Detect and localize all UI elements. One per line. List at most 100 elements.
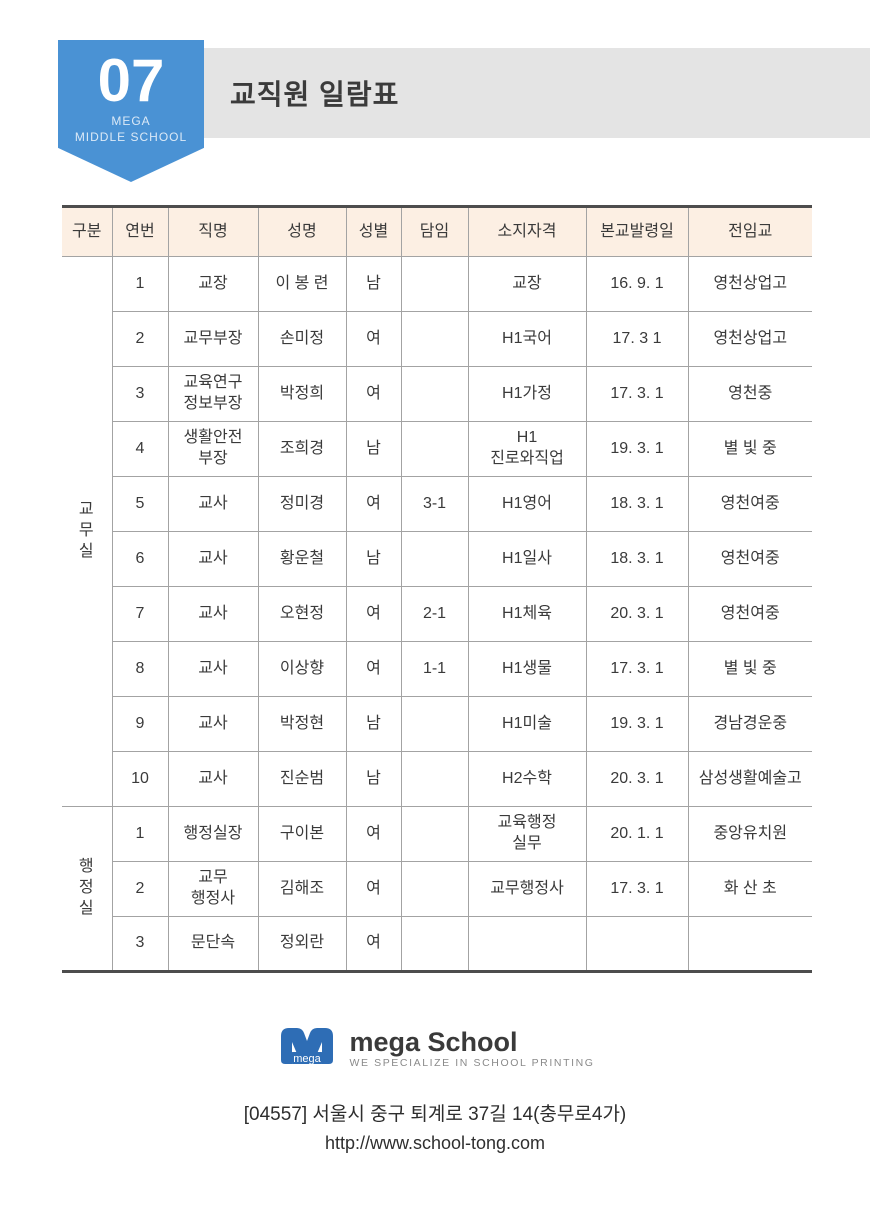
table-row: 9 교사 박정현 남 H1미술 19. 3. 1 경남경운중 bbox=[62, 696, 812, 752]
cell-appointment-date: 17. 3. 1 bbox=[585, 641, 689, 697]
mega-logo-icon: mega bbox=[275, 1022, 339, 1075]
cell-name: 진순범 bbox=[257, 751, 347, 807]
table-row: 교 무 실 1 교장 이 봉 련 남 교장 16. 9. 1 영천상업고 bbox=[62, 256, 812, 807]
table-row: 6 교사 황운철 남 H1일사 18. 3. 1 영천여중 bbox=[62, 531, 812, 587]
school-name-line1: MEGA bbox=[111, 114, 151, 128]
group-label-cell: 행 정 실 bbox=[62, 806, 113, 972]
cell-title: 교사 bbox=[167, 476, 259, 532]
table-row: 3 문단속 정외란 여 bbox=[62, 916, 812, 972]
table-row: 10 교사 진순범 남 H2수학 20. 3. 1 삼성생활예술고 bbox=[62, 751, 812, 807]
cell-title: 교장 bbox=[167, 256, 259, 312]
cell-certificate: H1 진로와직업 bbox=[467, 421, 587, 477]
cell-homeroom bbox=[400, 366, 469, 422]
cell-certificate: H1생물 bbox=[467, 641, 587, 697]
brand-row: mega mega School WE SPECIALIZE IN SCHOOL… bbox=[0, 1022, 870, 1075]
column-header-homeroom: 담임 bbox=[400, 206, 469, 257]
footer-address: [04557] 서울시 중구 퇴계로 37길 14(충무로4가) bbox=[243, 1104, 627, 1125]
cell-no: 3 bbox=[112, 366, 169, 422]
cell-name: 이상향 bbox=[257, 641, 347, 697]
footer-url: http://www.school-tong.com bbox=[324, 1133, 546, 1153]
cell-appointment-date: 17. 3. 1 bbox=[585, 861, 689, 917]
chapter-badge: 07 MEGA MIDDLE SCHOOL bbox=[58, 40, 204, 182]
cell-gender: 남 bbox=[345, 421, 402, 477]
cell-homeroom bbox=[400, 256, 469, 312]
cell-no: 2 bbox=[112, 861, 169, 917]
column-header-gender: 성별 bbox=[345, 206, 402, 257]
cell-gender: 여 bbox=[345, 366, 402, 422]
cell-no: 7 bbox=[112, 586, 169, 642]
cell-name: 박정현 bbox=[257, 696, 347, 752]
staff-table: 구분 연번 직명 성명 성별 담임 소지자격 본교발령일 전임교 교 무 실 1 교장 이 봉 련 남 교장… bbox=[62, 205, 812, 973]
cell-previous-school: 영천여중 bbox=[687, 586, 812, 642]
cell-gender: 여 bbox=[345, 476, 402, 532]
page-title: 교직원 일람표 bbox=[230, 79, 400, 110]
cell-certificate: H1일사 bbox=[467, 531, 587, 587]
cell-certificate: 교장 bbox=[467, 256, 587, 312]
cell-homeroom bbox=[400, 806, 469, 862]
cell-homeroom bbox=[400, 916, 469, 972]
cell-name: 김해조 bbox=[257, 861, 347, 917]
cell-no: 9 bbox=[112, 696, 169, 752]
cell-title: 교무 행정사 bbox=[167, 861, 259, 917]
cell-no: 5 bbox=[112, 476, 169, 532]
cell-gender: 남 bbox=[345, 696, 402, 752]
column-header-certificate: 소지자격 bbox=[467, 206, 587, 257]
cell-appointment-date: 19. 3. 1 bbox=[585, 696, 689, 752]
cell-appointment-date: 17. 3. 1 bbox=[585, 366, 689, 422]
cell-name: 조희경 bbox=[257, 421, 347, 477]
cell-title: 문단속 bbox=[167, 916, 259, 972]
cell-previous-school: 중앙유치원 bbox=[687, 806, 812, 862]
cell-appointment-date: 16. 9. 1 bbox=[585, 256, 689, 312]
table-header-row: 구분 연번 직명 성명 성별 담임 소지자격 본교발령일 전임교 bbox=[62, 206, 812, 257]
cell-no: 10 bbox=[112, 751, 169, 807]
cell-name: 황운철 bbox=[257, 531, 347, 587]
cell-homeroom bbox=[400, 531, 469, 587]
cell-previous-school: 별 빛 중 bbox=[687, 421, 812, 477]
cell-no: 2 bbox=[112, 311, 169, 367]
cell-homeroom bbox=[400, 751, 469, 807]
logo-mark-label: mega bbox=[294, 1053, 322, 1065]
cell-appointment-date: 18. 3. 1 bbox=[585, 476, 689, 532]
cell-title: 교사 bbox=[167, 696, 259, 752]
brand-block: mega School WE SPECIALIZE IN SCHOOL PRIN… bbox=[349, 1027, 594, 1069]
cell-previous-school: 별 빛 중 bbox=[687, 641, 812, 697]
cell-gender: 여 bbox=[345, 861, 402, 917]
table-row: 행 정 실 1 행정실장 구이본 여 교육행정 실무 20. 1. 1 중앙유치원 bbox=[62, 806, 812, 972]
column-header-no: 연번 bbox=[111, 206, 169, 257]
cell-certificate: H2수학 bbox=[467, 751, 587, 807]
group-label-cell: 교 무 실 bbox=[62, 256, 113, 807]
table-row: 2 교무부장 손미정 여 H1국어 17. 3 1 영천상업고 bbox=[62, 311, 812, 367]
cell-certificate: H1미술 bbox=[467, 696, 587, 752]
cell-appointment-date: 20. 1. 1 bbox=[585, 806, 689, 862]
cell-gender: 남 bbox=[345, 531, 402, 587]
cell-homeroom bbox=[400, 311, 469, 367]
cell-previous-school: 영천중 bbox=[687, 366, 812, 422]
cell-gender: 여 bbox=[345, 916, 402, 972]
cell-certificate: H1영어 bbox=[467, 476, 587, 532]
cell-certificate bbox=[467, 916, 587, 972]
cell-homeroom: 2-1 bbox=[400, 586, 469, 642]
cell-previous-school: 삼성생활예술고 bbox=[687, 751, 812, 807]
cell-appointment-date bbox=[585, 916, 689, 972]
cell-gender: 남 bbox=[345, 751, 402, 807]
column-header-previous-school: 전임교 bbox=[687, 206, 812, 257]
cell-previous-school: 영천상업고 bbox=[687, 256, 812, 312]
cell-no: 1 bbox=[111, 806, 169, 862]
cell-name: 구이본 bbox=[257, 806, 347, 862]
staff-table-area: 구분 연번 직명 성명 성별 담임 소지자격 본교발령일 전임교 교 무 실 1 교장 이 봉 련 남 교장… bbox=[62, 205, 812, 973]
cell-appointment-date: 17. 3 1 bbox=[585, 311, 689, 367]
cell-previous-school: 영천여중 bbox=[687, 476, 812, 532]
cell-no: 6 bbox=[112, 531, 169, 587]
cell-no: 3 bbox=[112, 916, 169, 972]
cell-appointment-date: 18. 3. 1 bbox=[585, 531, 689, 587]
column-header-group: 구분 bbox=[62, 206, 113, 257]
cell-name: 오현정 bbox=[257, 586, 347, 642]
table-row: 3 교육연구 정보부장 박정희 여 H1가정 17. 3. 1 영천중 bbox=[62, 366, 812, 422]
cell-previous-school: 영천상업고 bbox=[687, 311, 812, 367]
cell-gender: 여 bbox=[345, 311, 402, 367]
cell-title: 교사 bbox=[167, 641, 259, 697]
cell-appointment-date: 20. 3. 1 bbox=[585, 586, 689, 642]
column-header-title: 직명 bbox=[167, 206, 259, 257]
